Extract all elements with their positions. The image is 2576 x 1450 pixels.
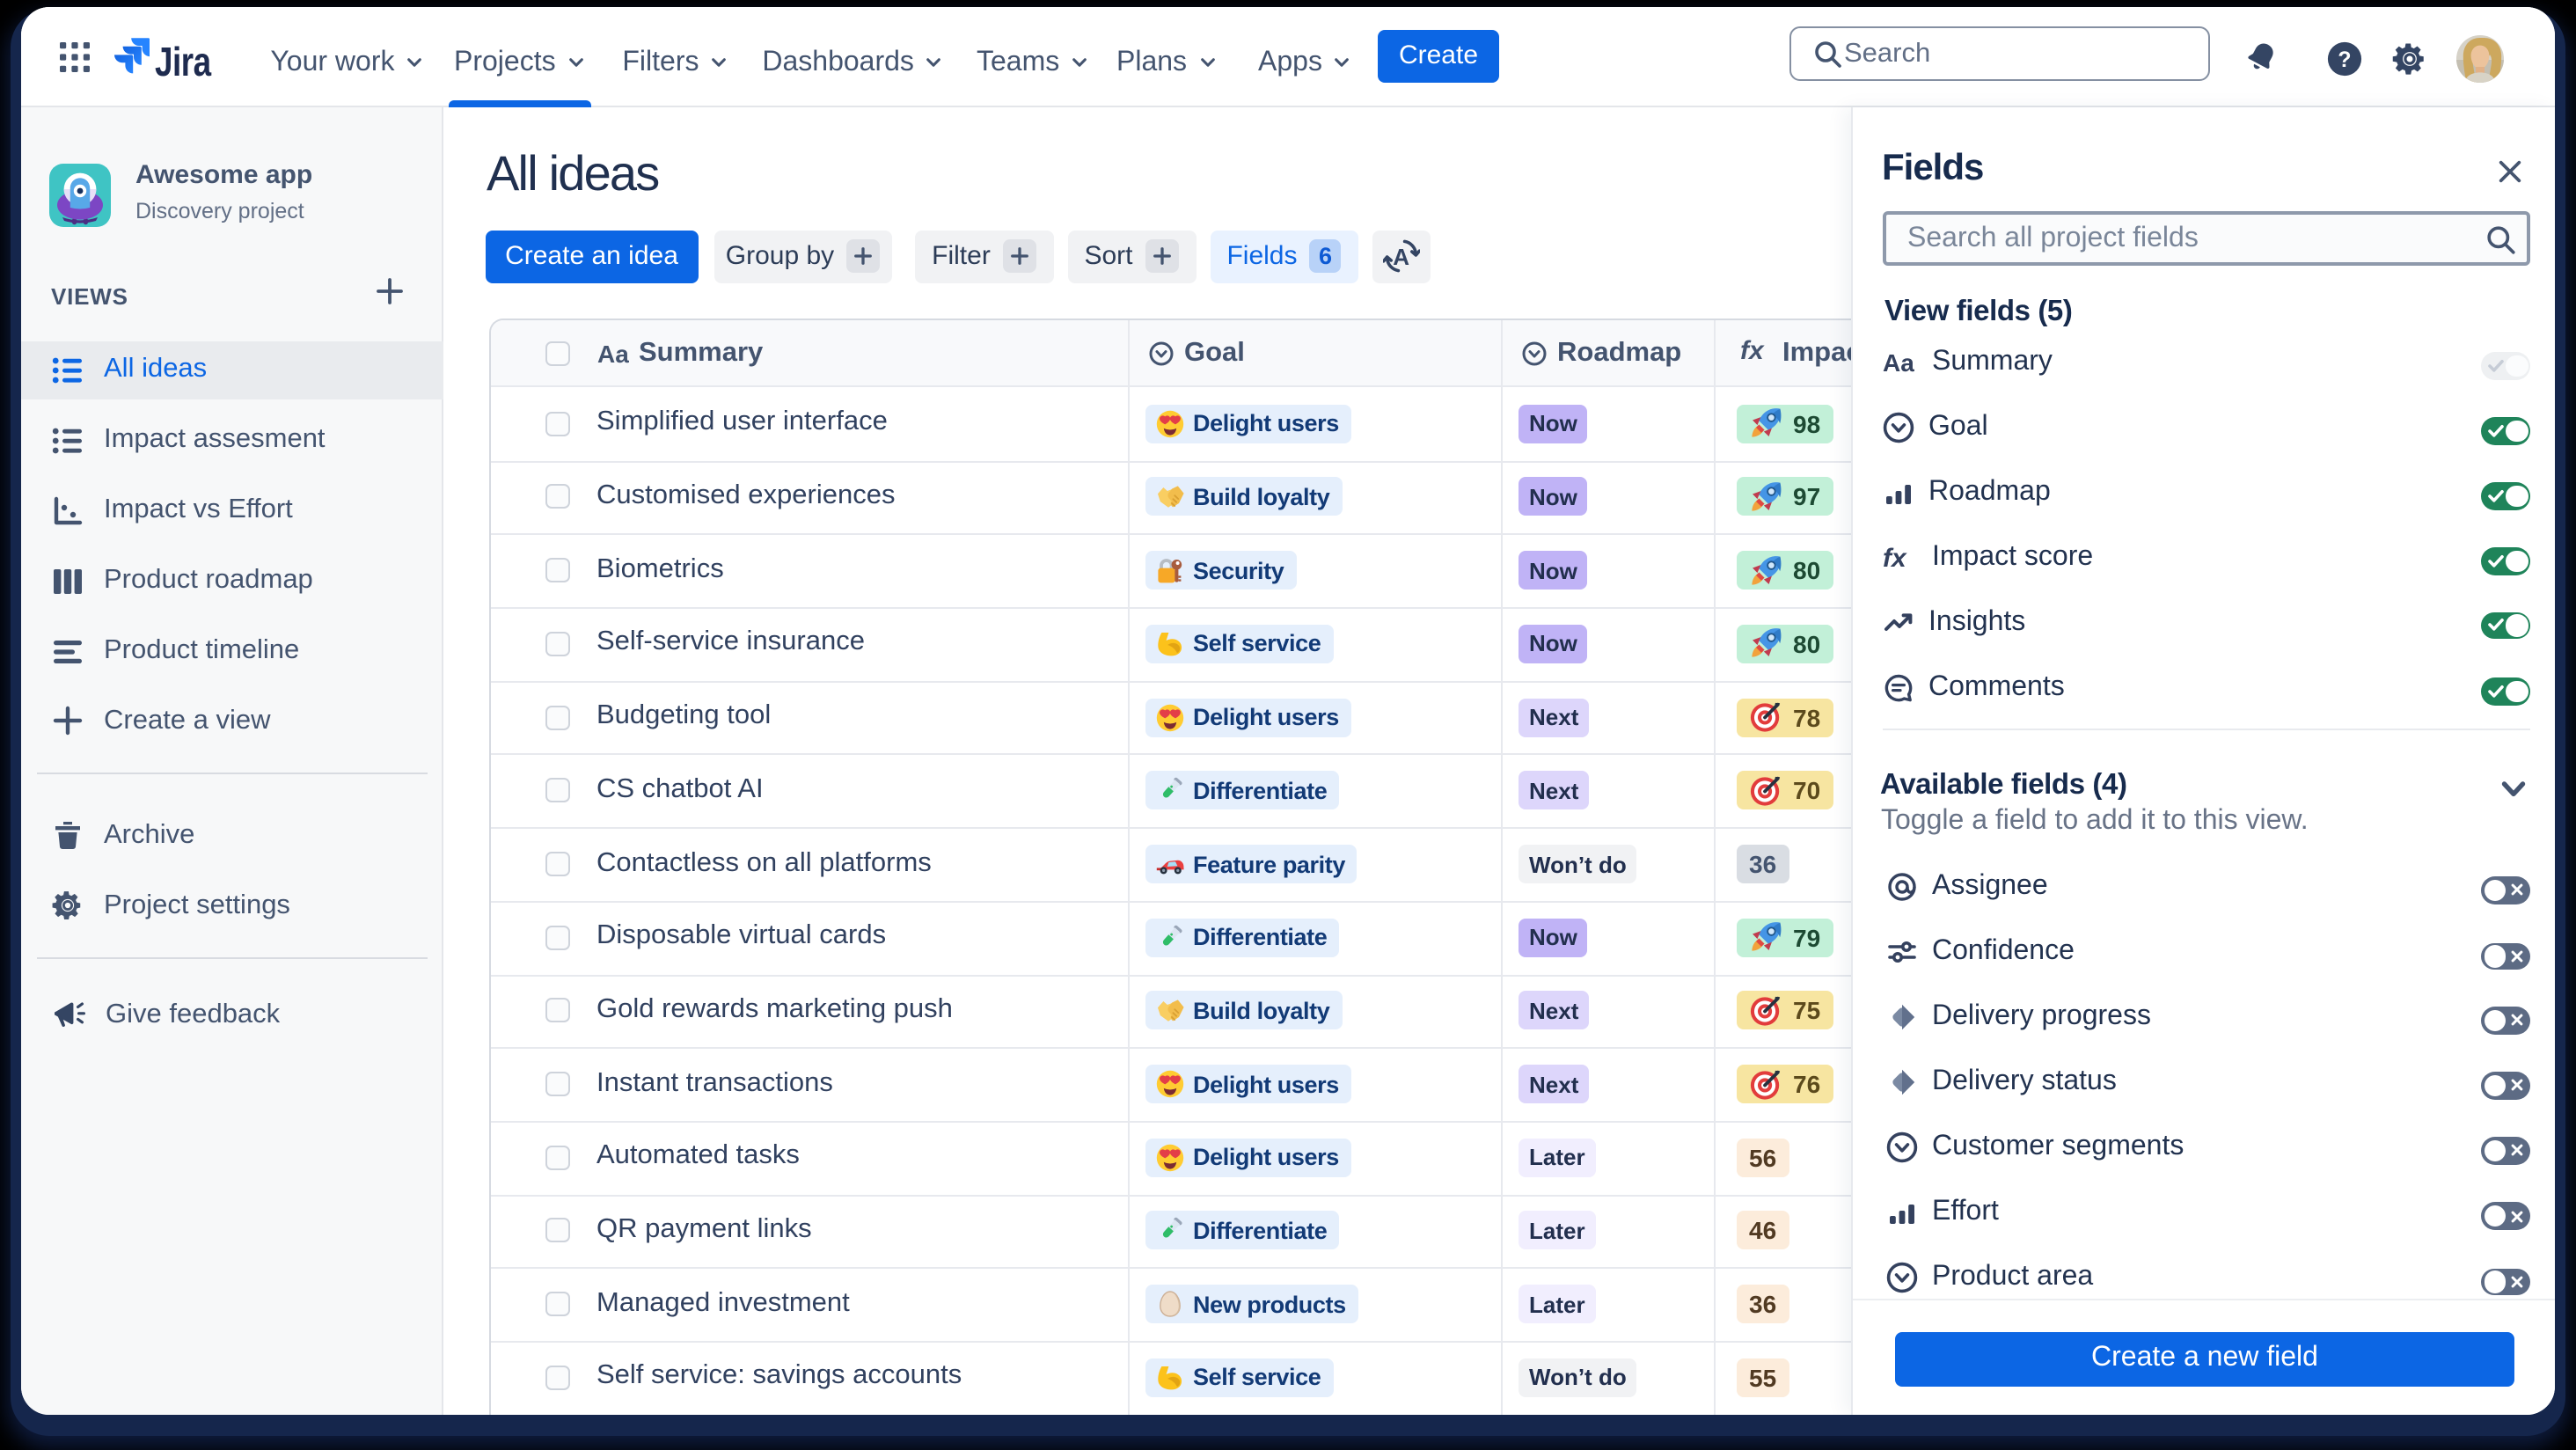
- svg-text:?: ?: [2338, 48, 2351, 72]
- svg-text:A: A: [1393, 245, 1409, 271]
